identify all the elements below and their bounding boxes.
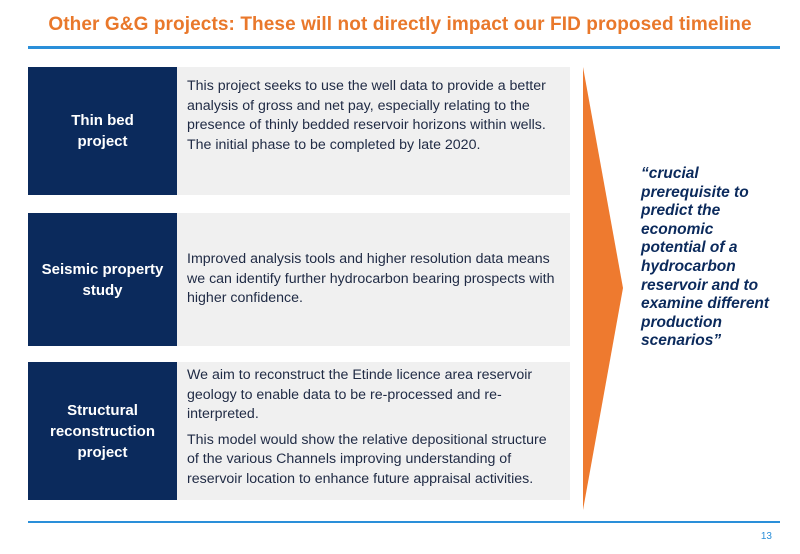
seismic-label-text: Seismic property study xyxy=(41,260,164,299)
structural-label: Structural reconstruction project xyxy=(28,362,177,500)
top-divider xyxy=(28,46,780,49)
structural-text-1: We aim to reconstruct the Etinde licence… xyxy=(187,367,533,422)
quote-text: “crucial prerequisite to predict the eco… xyxy=(641,165,770,350)
seismic-label: Seismic property study xyxy=(28,213,177,346)
bottom-divider xyxy=(28,521,780,523)
chevron-arrow-icon xyxy=(583,67,623,510)
thin-bed-label-text: Thin bed project xyxy=(71,112,134,150)
slide-title: Other G&G projects: These will not direc… xyxy=(48,14,752,35)
structural-label-text: Structural reconstruction project xyxy=(49,401,155,461)
structural-text-2: This model would show the relative depos… xyxy=(187,431,547,487)
seismic-text: Improved analysis tools and higher resol… xyxy=(187,251,555,307)
thin-bed-text: This project seeks to use the well data … xyxy=(187,78,546,153)
structural-description: We aim to reconstruct the Etinde licence… xyxy=(177,362,570,500)
seismic-description: Improved analysis tools and higher resol… xyxy=(177,213,570,346)
thin-bed-description: This project seeks to use the well data … xyxy=(177,67,570,195)
thin-bed-label: Thin bed project xyxy=(28,67,177,195)
page-number: 13 xyxy=(760,531,772,542)
